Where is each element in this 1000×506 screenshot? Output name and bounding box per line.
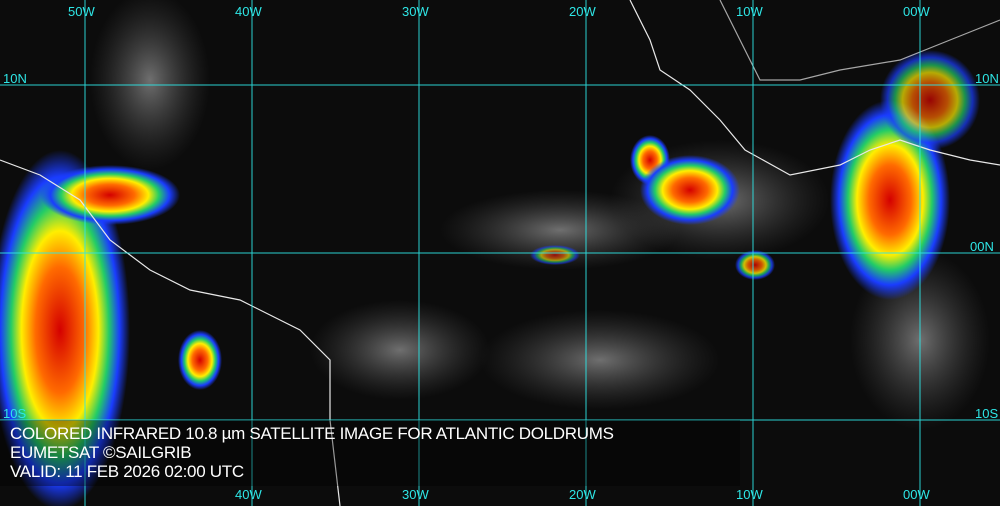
caption-title: COLORED INFRARED 10.8 µm SATELLITE IMAGE… bbox=[10, 424, 614, 443]
caption-valid-time: VALID: 11 FEB 2026 02:00 UTC bbox=[10, 462, 244, 481]
longitude-label-bottom: 40W bbox=[235, 487, 262, 502]
latitude-label-left: 10S bbox=[3, 406, 27, 421]
longitude-label-top: 40W bbox=[235, 4, 262, 19]
latitude-label-left: 10N bbox=[3, 71, 27, 86]
caption-credit: EUMETSAT ©SAILGRIB bbox=[10, 443, 192, 462]
longitude-label-top: 50W bbox=[68, 4, 95, 19]
latitude-label-right: 00N bbox=[970, 239, 994, 254]
latitude-label-right: 10S bbox=[975, 406, 999, 421]
longitude-label-bottom: 10W bbox=[736, 487, 763, 502]
longitude-label-top: 00W bbox=[903, 4, 930, 19]
caption-background bbox=[0, 420, 740, 486]
latitude-label-right: 10N bbox=[975, 71, 999, 86]
longitude-label-top: 30W bbox=[402, 4, 429, 19]
longitude-label-bottom: 20W bbox=[569, 487, 596, 502]
longitude-label-bottom: 00W bbox=[903, 487, 930, 502]
longitude-label-bottom: 30W bbox=[402, 487, 429, 502]
image-caption: COLORED INFRARED 10.8 µm SATELLITE IMAGE… bbox=[10, 424, 614, 481]
longitude-label-top: 10W bbox=[736, 4, 763, 19]
longitude-label-top: 20W bbox=[569, 4, 596, 19]
